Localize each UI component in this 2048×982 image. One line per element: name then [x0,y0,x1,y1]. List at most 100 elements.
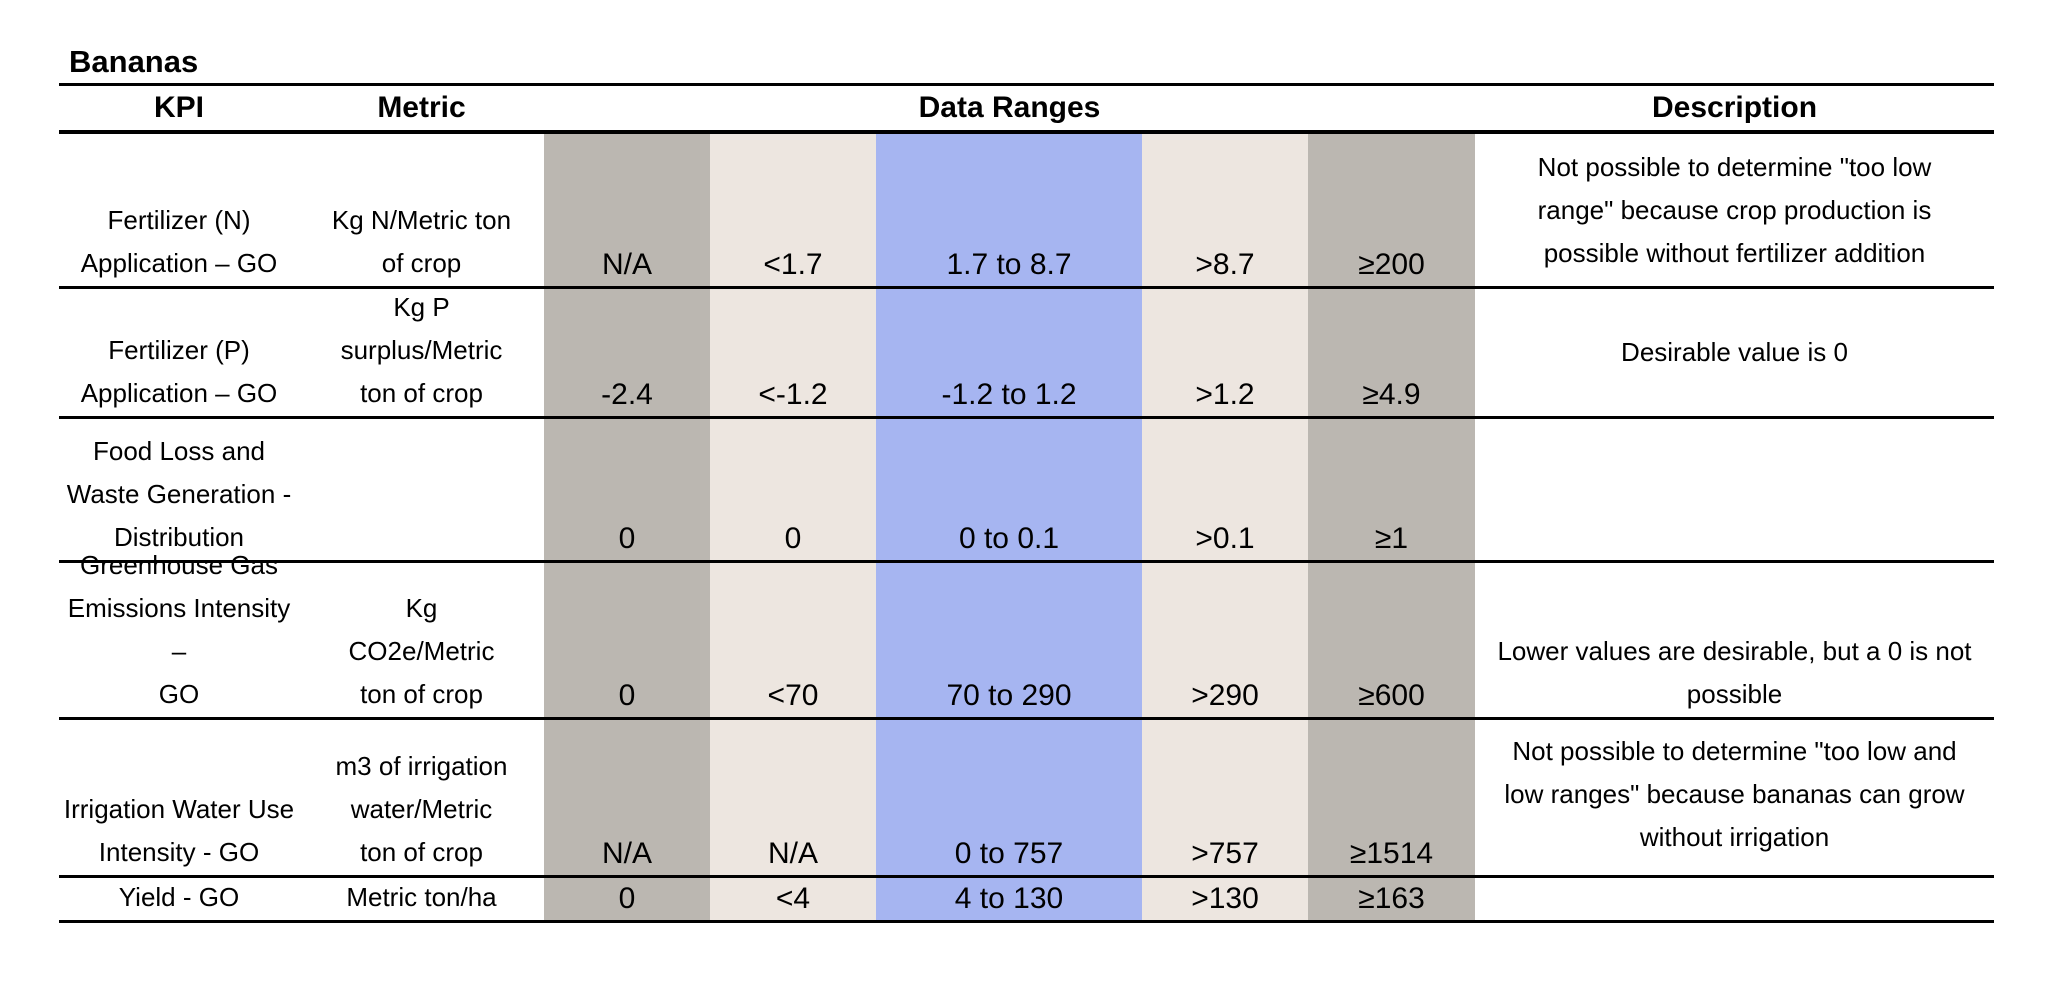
table-title: Bananas [69,44,199,79]
description-line: without irrigation [1639,822,1830,852]
metric-line: Kg [405,593,438,623]
kpi-line: Emissions Intensity – [67,593,291,666]
range-value: ≥1514 [1349,837,1434,870]
kpi-cell: Yield - GO [59,876,299,921]
description-line: possible without fertilizer addition [1543,237,1926,268]
kpi-line: Distribution [113,522,245,552]
row-rule [59,875,1994,878]
kpi-line: Application – GO [80,378,278,408]
range-value: 4 to 130 [954,882,1064,915]
range-value: >130 [1191,882,1259,915]
row-rule [59,717,1994,720]
kpi-cell: Fertilizer (N) Application – GO [59,133,299,287]
description-cell [1475,417,1994,561]
range-column-desirable [876,133,1142,921]
description-line: Not possible to determine "too low and [1512,736,1957,766]
metric-line: ton of crop [360,378,483,408]
table-top-rule [59,83,1994,86]
kpi-line: Waste Generation - [66,479,292,509]
description-cell: Not possible to determine "too low range"… [1475,133,1994,287]
kpi-cell: Fertilizer (P) Application – GO [59,287,299,417]
range-value: N/A [767,837,818,870]
metric-cell: Kg CO2e/Metric ton of crop [299,561,544,718]
metric-line: water/Metric [350,794,493,824]
metric-line: CO2e/Metric [348,636,495,666]
table-row: Greenhouse Gas Emissions Intensity – GO Kg C… [59,550,1994,718]
kpi-line: Application – GO [80,248,278,278]
description-cell: Not possible to determine "too low and lo… [1475,718,1994,876]
range-column-low [710,133,876,921]
range-value: >290 [1191,679,1259,712]
range-value: ≥163 [1358,882,1425,915]
range-column-high [1142,133,1308,921]
metric-cell [299,417,544,561]
table-row: Food Loss and Waste Generation - Distribut… [59,417,1994,561]
range-value: >0.1 [1195,522,1255,555]
metric-line: Kg P [393,292,450,322]
range-value: >8.7 [1195,248,1255,281]
range-value: 0 to 757 [954,837,1064,870]
range-value: N/A [601,248,652,281]
kpi-table: KPI Metric Data Ranges Description Ferti… [59,83,1994,923]
kpi-line: Yield - GO [118,882,240,912]
description-cell: Lower values are desirable, but a 0 is n… [1475,561,1994,718]
range-value: <1.7 [763,248,823,281]
table-row: Fertilizer (N) Application – GO Kg N/Metri… [59,133,1994,287]
row-rule [59,920,1994,923]
range-value: <-1.2 [758,378,828,411]
description-cell [1475,876,1994,921]
kpi-line: Greenhouse Gas [79,550,278,580]
kpi-line: Fertilizer (N) [107,205,251,235]
range-value: >1.2 [1195,378,1255,411]
metric-cell: Kg N/Metric ton of crop [299,133,544,287]
row-rule [59,416,1994,419]
metric-line: surplus/Metric [340,335,503,365]
row-rule [59,560,1994,563]
description-line: possible [1686,679,1783,709]
description-line: low ranges" because bananas can grow [1504,779,1965,809]
range-value: ≥1 [1374,522,1409,555]
range-value: -1.2 to 1.2 [941,378,1077,411]
range-value: 0 [784,522,802,555]
header-description: Description [1651,91,1818,124]
header-kpi: KPI [153,91,204,124]
header-metric: Metric [377,91,466,124]
range-column-too-low [544,133,710,921]
header-data-ranges: Data Ranges [918,91,1101,124]
range-value: -2.4 [601,378,653,411]
table-row: Irrigation Water Use Intensity - GO m3 of … [59,718,1994,876]
range-value: ≥200 [1358,248,1425,281]
description-line: Not possible to determine "too low [1537,151,1932,182]
kpi-cell: Food Loss and Waste Generation - Distribut… [59,417,299,561]
description-line: range" because crop production is [1537,194,1932,225]
metric-line: ton of crop [360,837,483,867]
metric-cell: m3 of irrigation water/Metric ton of crop [299,718,544,876]
row-rule [59,286,1994,289]
description-cell: Desirable value is 0 [1475,287,1994,417]
metric-line: m3 of irrigation [335,751,508,781]
range-value: N/A [601,837,652,870]
range-value: 1.7 to 8.7 [946,248,1072,281]
range-value: 70 to 290 [946,679,1072,712]
description-line: Lower values are desirable, but a 0 is n… [1497,636,1972,666]
metric-line: ton of crop [360,679,483,709]
range-value: 0 [618,882,636,915]
kpi-line: Fertilizer (P) [108,335,250,365]
kpi-line: Irrigation Water Use [63,794,295,824]
range-value: 0 [618,679,636,712]
metric-cell: Metric ton/ha [299,876,544,921]
metric-line: Kg N/Metric ton [331,205,512,235]
header-rule [59,130,1994,134]
metric-line: Metric ton/ha [346,882,497,912]
table-row: Fertilizer (P) Application – GO Kg P surplu… [59,287,1994,417]
kpi-line: Intensity - GO [98,837,260,867]
description-line: Desirable value is 0 [1621,336,1848,367]
kpi-cell: Irrigation Water Use Intensity - GO [59,718,299,876]
table-row: Yield - GO Metric ton/ha 0 <4 4 to 130 >130 ≥1… [59,876,1994,921]
range-column-too-high [1308,133,1475,921]
kpi-line: Food Loss and [92,436,265,466]
range-value: ≥4.9 [1362,378,1421,411]
kpi-cell: Greenhouse Gas Emissions Intensity – GO [59,550,299,718]
metric-line: of crop [381,248,462,278]
range-value: <70 [767,679,819,712]
